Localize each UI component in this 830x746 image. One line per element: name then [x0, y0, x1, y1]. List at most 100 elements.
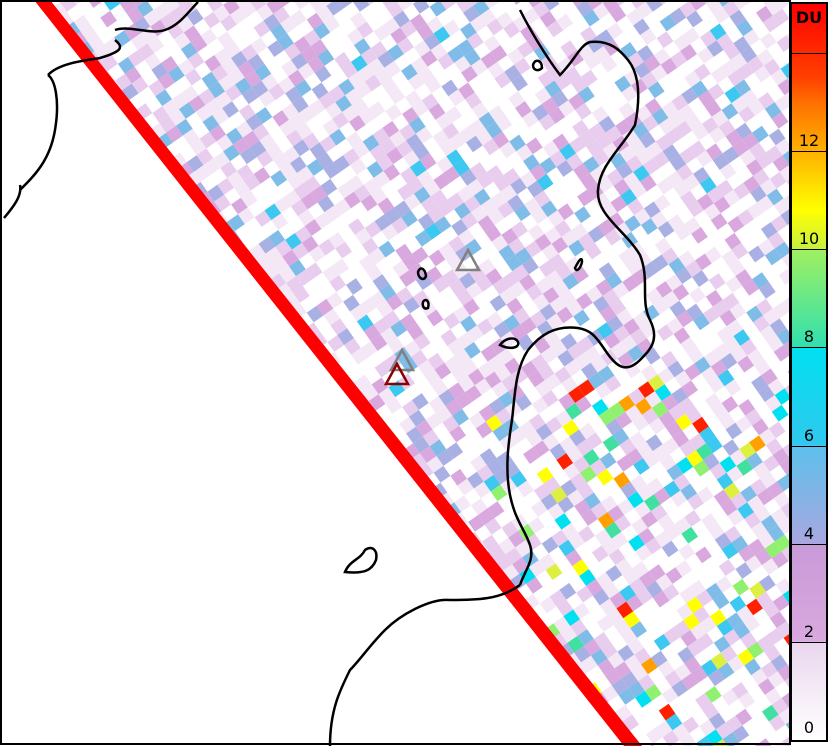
data-pixel [274, 489, 292, 507]
data-pixel [323, 308, 341, 326]
data-pixel [344, 338, 361, 355]
data-pixel [406, 426, 423, 444]
data-pixel [118, 349, 135, 367]
data-pixel [249, 0, 267, 11]
data-pixel [351, 98, 369, 115]
data-pixel [0, 579, 17, 596]
data-pixel [315, 548, 333, 566]
data-pixel [674, 370, 692, 388]
data-pixel [766, 188, 784, 206]
data-pixel [194, 647, 212, 665]
data-pixel [111, 340, 128, 357]
data-pixel [292, 535, 309, 553]
data-pixel [526, 180, 544, 198]
data-pixel [684, 656, 702, 674]
data-pixel [174, 618, 191, 636]
colorbar-tick [792, 249, 826, 251]
data-pixel [146, 286, 164, 303]
data-pixel [205, 98, 223, 115]
data-pixel [60, 434, 77, 452]
data-pixel [444, 648, 462, 666]
data-pixel [234, 77, 252, 95]
data-pixel [89, 120, 107, 138]
data-pixel [670, 490, 688, 508]
data-pixel [170, 298, 187, 316]
data-pixel [224, 334, 241, 351]
data-pixel [620, 188, 638, 206]
data-pixel [723, 482, 741, 500]
data-pixel [121, 376, 139, 394]
data-pixel [82, 550, 100, 568]
data-pixel [350, 304, 367, 322]
data-pixel [729, 449, 747, 466]
data-pixel [56, 407, 73, 425]
data-pixel [448, 89, 466, 107]
data-pixel [18, 479, 35, 496]
data-pixel [217, 324, 235, 342]
data-pixel [558, 539, 576, 557]
data-pixel [336, 431, 353, 449]
data-pixel [224, 480, 241, 498]
data-pixel [48, 551, 57, 569]
data-pixel [275, 239, 293, 257]
data-pixel [245, 699, 263, 717]
volcano-triangle-icon [383, 361, 411, 386]
data-pixel [299, 442, 317, 460]
data-pixel [231, 197, 248, 215]
data-pixel [556, 453, 574, 470]
data-pixel [76, 583, 94, 601]
data-pixel [288, 509, 305, 526]
data-pixel [306, 305, 324, 323]
data-pixel [111, 193, 128, 211]
data-pixel [198, 88, 216, 106]
data-pixel [286, 715, 303, 733]
data-pixel [510, 324, 527, 342]
data-pixel [118, 496, 135, 514]
data-pixel [11, 615, 28, 632]
data-pixel [585, 432, 603, 450]
data-pixel [139, 276, 157, 293]
data-pixel [624, 215, 641, 232]
data-pixel [342, 105, 359, 122]
data-pixel [331, 654, 349, 672]
data-pixel [229, 404, 246, 421]
data-pixel [484, 664, 502, 682]
data-pixel [0, 286, 17, 303]
data-pixel [293, 578, 310, 596]
data-pixel [563, 609, 581, 627]
data-pixel [116, 409, 133, 427]
data-pixel [386, 293, 404, 311]
data-pixel [80, 464, 98, 481]
data-pixel [638, 674, 655, 692]
data-pixel [233, 723, 250, 741]
data-pixel [673, 473, 691, 491]
data-pixel [221, 497, 238, 515]
data-pixel [277, 33, 294, 51]
data-pixel [308, 99, 326, 116]
data-pixel [429, 0, 447, 17]
data-pixel [231, 490, 248, 508]
data-pixel [170, 445, 187, 463]
data-pixel [285, 232, 302, 250]
data-pixel [471, 102, 489, 119]
data-pixel [488, 398, 506, 415]
data-pixel [680, 44, 698, 61]
data-pixel [69, 281, 87, 298]
data-pixel [474, 671, 492, 689]
data-pixel [214, 341, 232, 358]
data-pixel [127, 489, 145, 507]
data-pixel [711, 402, 729, 420]
data-pixel [446, 588, 464, 606]
data-pixel [193, 165, 211, 182]
data-pixel [221, 57, 238, 75]
data-pixel [764, 395, 782, 412]
data-pixel [31, 602, 48, 619]
data-pixel [319, 575, 337, 592]
data-pixel [292, 389, 309, 406]
data-pixel [764, 248, 782, 266]
data-pixel [556, 306, 574, 324]
data-pixel [756, 738, 773, 746]
data-pixel [563, 462, 581, 480]
data-pixel [236, 164, 254, 181]
data-pixel [580, 465, 597, 483]
